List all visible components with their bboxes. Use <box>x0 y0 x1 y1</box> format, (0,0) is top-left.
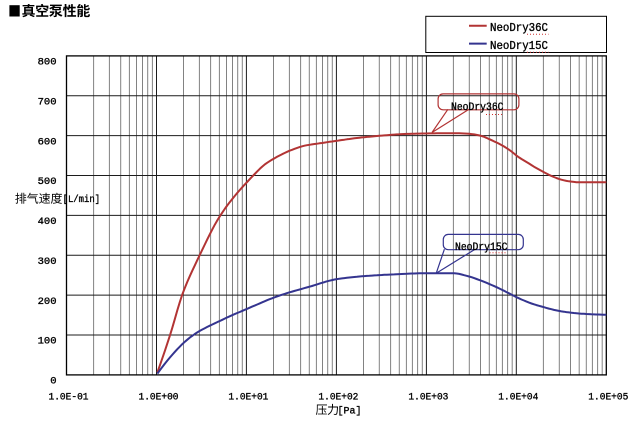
svg-text:700: 700 <box>38 96 57 108</box>
svg-text:200: 200 <box>38 296 57 308</box>
svg-text:0: 0 <box>50 376 56 388</box>
svg-text:NeoDry36C: NeoDry36C <box>451 102 504 114</box>
svg-text:800: 800 <box>38 57 57 69</box>
svg-text:[L/min]: [L/min] <box>63 194 101 206</box>
svg-text:100: 100 <box>38 336 57 348</box>
svg-text:1.0E+05: 1.0E+05 <box>588 391 628 403</box>
svg-text:300: 300 <box>38 256 57 268</box>
svg-text:500: 500 <box>38 176 57 188</box>
svg-text:1.0E+03: 1.0E+03 <box>408 391 448 403</box>
svg-text:1.0E+04: 1.0E+04 <box>498 391 538 403</box>
svg-text:[Pa]: [Pa] <box>338 405 362 417</box>
svg-text:NeoDry36C: NeoDry36C <box>490 21 548 35</box>
svg-text:1.0E+02: 1.0E+02 <box>318 391 358 403</box>
svg-text:1.0E+01: 1.0E+01 <box>228 391 268 403</box>
svg-text:NeoDry15C: NeoDry15C <box>490 39 548 53</box>
svg-text:400: 400 <box>38 216 57 228</box>
svg-text:1.0E+00: 1.0E+00 <box>139 391 179 403</box>
svg-text:600: 600 <box>38 136 57 148</box>
svg-text:1.0E-01: 1.0E-01 <box>49 391 89 403</box>
svg-text:NeoDry15C: NeoDry15C <box>455 242 508 254</box>
